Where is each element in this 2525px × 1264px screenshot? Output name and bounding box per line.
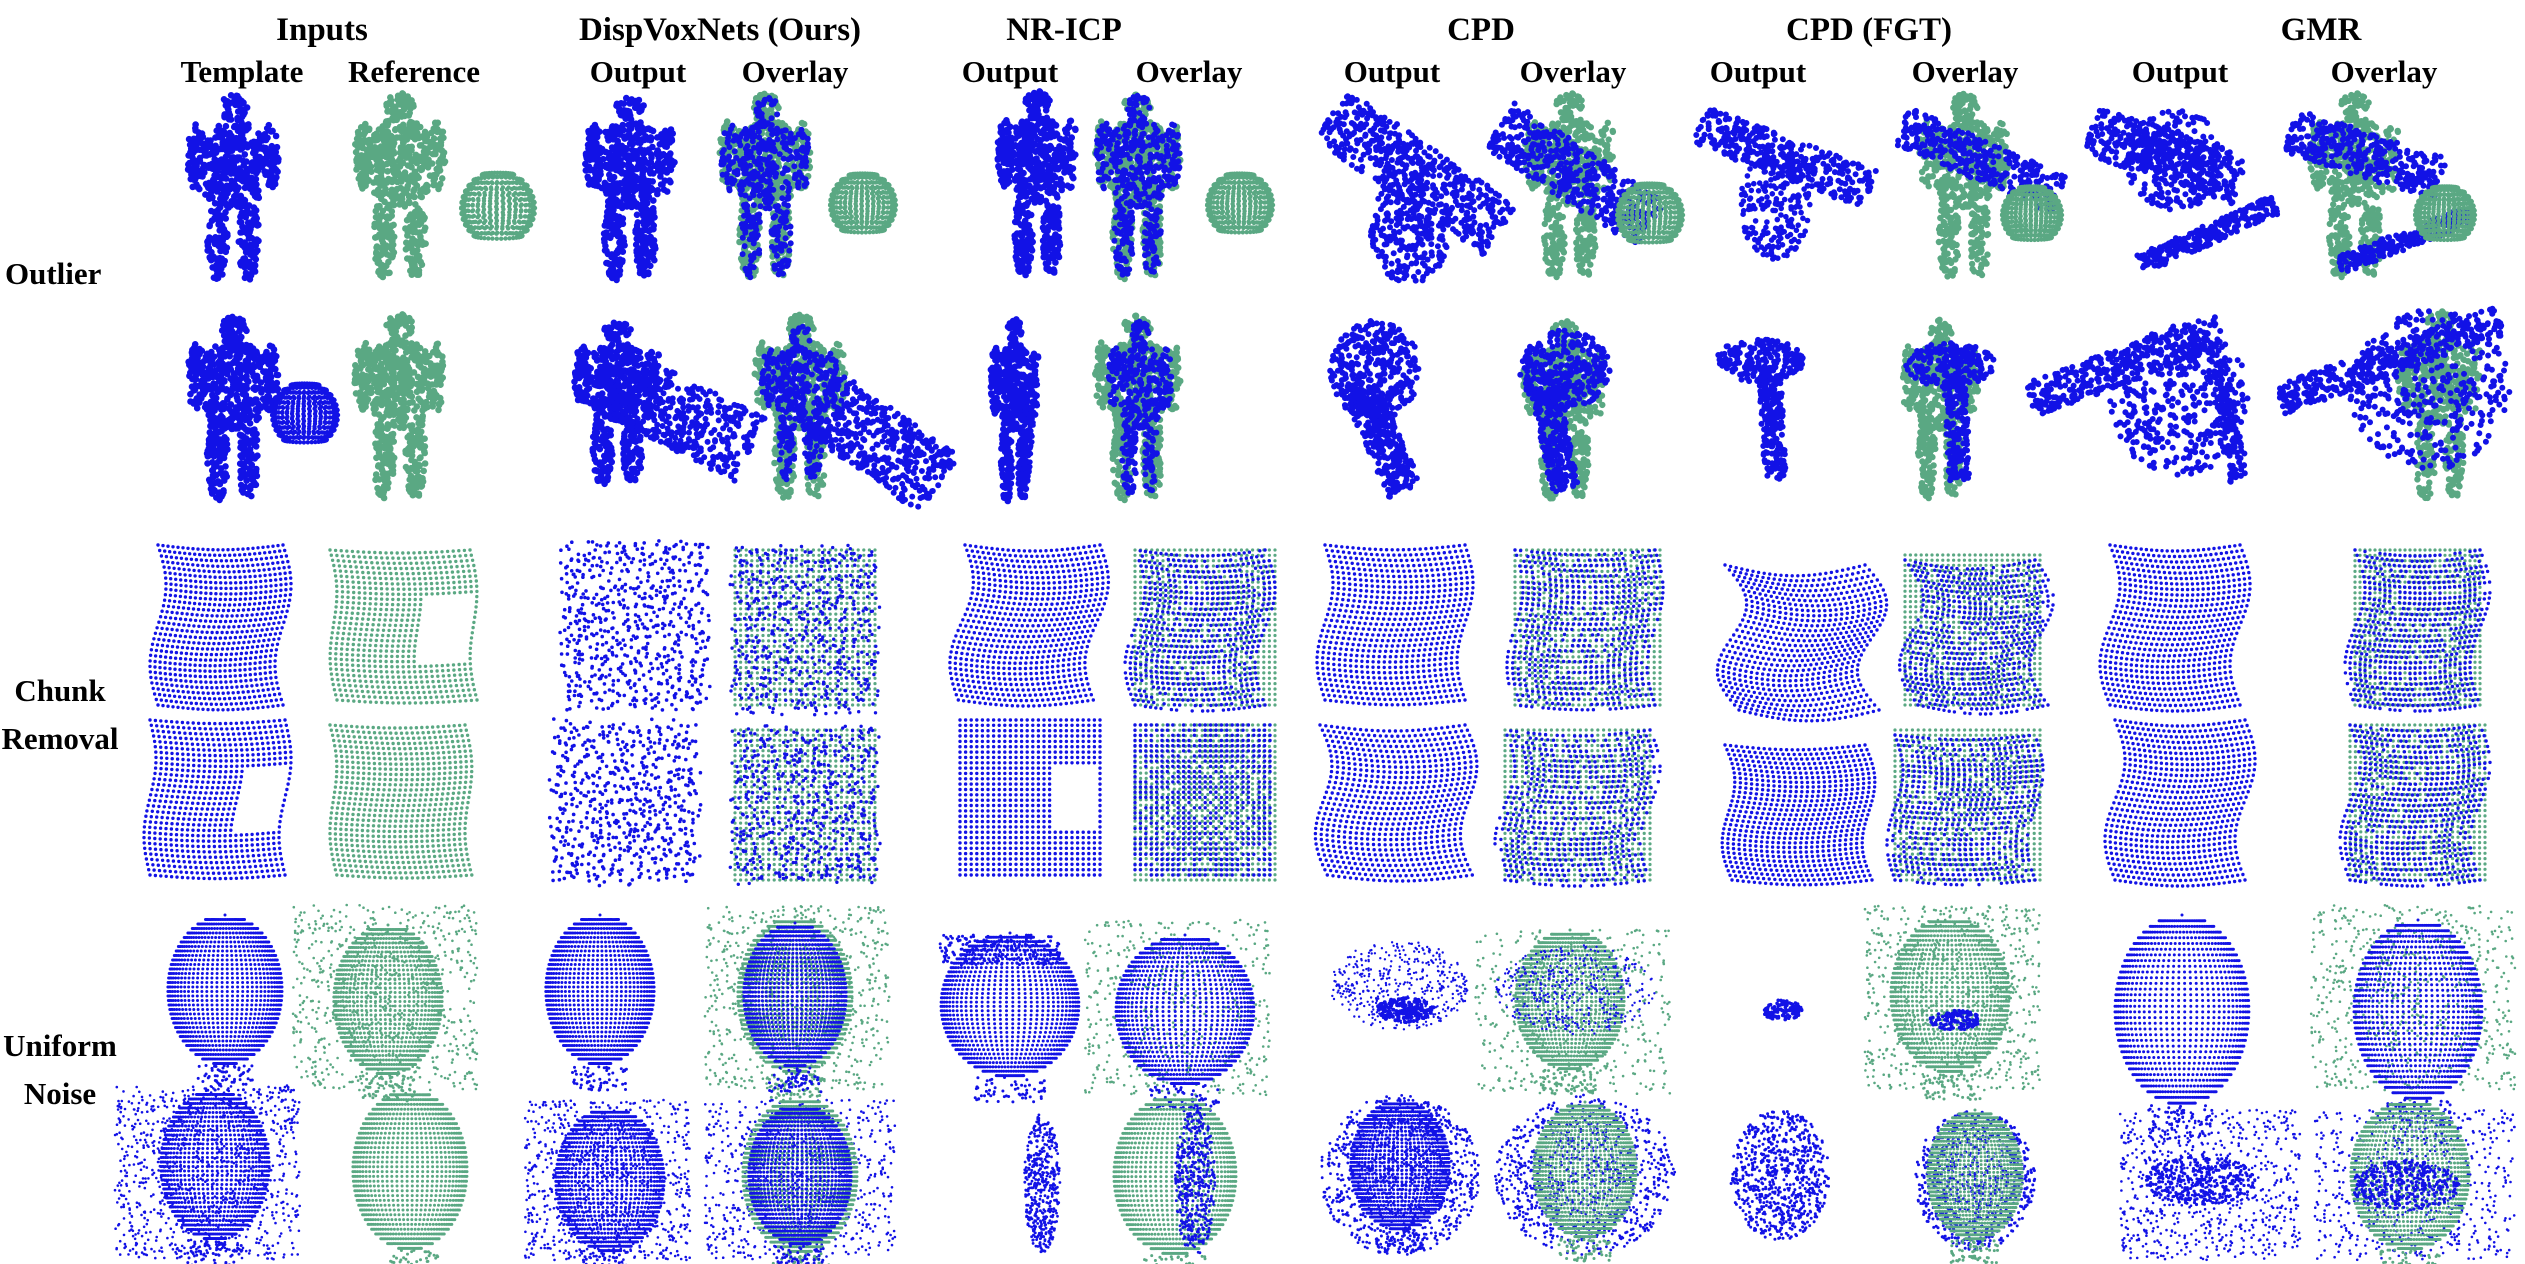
panel-outlier1-dispvox-overlay (716, 90, 899, 281)
panel-outlier1-gmr-output (2084, 107, 2281, 271)
panel-chunk2-cpd-overlay (1493, 728, 1662, 888)
group-header-inputs: Inputs (276, 12, 368, 48)
panel-chunk2-gmr-output (2103, 718, 2257, 888)
panel-chunk1-template (148, 543, 293, 712)
row-label-outlier: Outlier (5, 256, 102, 291)
panel-noise1-reference (291, 903, 479, 1103)
panel-chunk2-template (142, 718, 293, 881)
panel-noise2-template (113, 1084, 302, 1264)
panel-noise1-dispvox-overlay (703, 905, 891, 1102)
panel-noise2-dispvox-output (523, 1098, 692, 1264)
panel-chunk1-gmr-overlay (2343, 548, 2492, 713)
panel-noise2-nricp-output (1023, 1113, 1062, 1254)
panel-outlier1-cpd-output (1318, 93, 1516, 284)
subheader-reference: Reference (348, 54, 480, 89)
panel-noise1-gmr-overlay (2309, 904, 2517, 1133)
panel-chunk1-cpdfgt-output (1715, 563, 1889, 723)
panel-outlier1-nricp-overlay (1092, 91, 1276, 283)
panel-outlier2-cpdfgt-output (1715, 336, 1806, 482)
panel-outlier2-dispvox-output (571, 319, 768, 488)
panel-chunk1-dispvox-overlay (728, 543, 882, 717)
panel-noise1-cpdfgt-output (1762, 998, 1804, 1022)
panel-chunk1-cpd-output (1315, 543, 1475, 707)
group-header-cpd: CPD (1447, 12, 1515, 48)
row-label-uniform: Uniform (3, 1028, 117, 1063)
panel-outlier1-cpdfgt-output (1693, 107, 1879, 262)
panel-noise1-nricp-output (938, 931, 1081, 1104)
panel-noise1-template (166, 913, 284, 1092)
panel-noise2-reference (351, 1088, 469, 1264)
subheader-cpd-fgt-output: Output (1709, 54, 1807, 89)
subheader-cpd-output: Output (1343, 54, 1441, 89)
subheader-gmr-overlay: Overlay (2330, 54, 2438, 89)
group-header-cpd-fgt: CPD (FGT) (1786, 12, 1952, 48)
panel-outlier1-cpd-overlay (1486, 90, 1686, 281)
panel-chunk2-gmr-overlay (2338, 723, 2492, 888)
panel-chunk1-reference (328, 548, 479, 705)
panel-noise1-gmr-output (2113, 913, 2251, 1140)
row-label-removal: Removal (1, 721, 119, 756)
panel-outlier2-gmr-output (2025, 314, 2251, 485)
panel-outlier2-nricp-overlay (1092, 312, 1184, 504)
subheader-gmr-output: Output (2131, 54, 2229, 89)
panel-chunk2-dispvox-output (547, 717, 703, 888)
panel-chunk2-cpdfgt-overlay (1885, 728, 2045, 887)
subheader-cpd-overlay: Overlay (1519, 54, 1627, 89)
panel-noise1-nricp-overlay (1083, 918, 1271, 1113)
panel-chunk1-nricp-output (948, 543, 1111, 708)
panel-chunk1-dispvox-output (558, 539, 712, 712)
panel-noise2-cpd-overlay (1494, 1093, 1677, 1263)
panel-noise2-gmr-overlay (2313, 1098, 2516, 1264)
panel-outlier1-template (184, 92, 282, 283)
panel-noise1-cpd-overlay (1474, 928, 1672, 1096)
group-header-dispvoxnets: DispVoxNets (Ours) (578, 12, 862, 48)
subheader-nr-icp-overlay: Overlay (1135, 54, 1243, 89)
group-header-gmr: GMR (2280, 12, 2362, 48)
panel-noise1-cpd-output (1331, 941, 1469, 1031)
panel-noise1-cpdfgt-overlay (1863, 904, 2041, 1101)
panel-noise2-dispvox-overlay (703, 1095, 897, 1264)
panel-chunk1-gmr-output (2098, 543, 2252, 713)
panel-chunk2-cpd-output (1313, 723, 1479, 883)
panel-chunk2-nricp-output (958, 718, 1102, 877)
panel-outlier2-reference (351, 311, 447, 502)
panel-outlier2-gmr-overlay (2276, 305, 2513, 502)
panel-chunk1-cpd-overlay (1505, 548, 1665, 712)
panel-chunk2-reference (328, 723, 474, 880)
panel-outlier1-reference (352, 90, 538, 281)
panel-outlier2-cpd-overlay (1517, 318, 1613, 502)
panel-outlier1-gmr-overlay (2283, 90, 2478, 281)
group-header-nr-icp: NR-ICP (1006, 12, 1122, 48)
panel-noise2-gmr-output (2118, 1108, 2302, 1262)
panel-chunk1-cpdfgt-overlay (1897, 553, 2055, 716)
panel-noise2-cpdfgt-output (1729, 1110, 1831, 1241)
row-label-chunk: Chunk (14, 673, 106, 708)
subheader-cpd-fgt-overlay: Overlay (1911, 54, 2019, 89)
subheader-nr-icp-output: Output (961, 54, 1059, 89)
panel-outlier1-dispvox-output (582, 94, 678, 284)
subheader-template: Template (180, 54, 304, 89)
panel-outlier1-cpdfgt-overlay (1894, 90, 2068, 280)
panel-chunk1-nricp-overlay (1123, 548, 1277, 713)
subheader-dispvoxnets-overlay: Overlay (741, 54, 849, 89)
panel-outlier2-nricp-output (987, 316, 1042, 505)
panel-outlier1-nricp-output (994, 88, 1079, 279)
panel-noise2-nricp-overlay (1112, 1093, 1238, 1264)
panel-chunk2-dispvox-overlay (728, 724, 882, 886)
panel-outlier2-cpdfgt-overlay (1899, 316, 1997, 502)
panel-noise1-dispvox-output (544, 913, 656, 1092)
panel-chunk2-cpdfgt-output (1720, 743, 1877, 887)
panel-noise2-cpd-output (1320, 1094, 1480, 1256)
panel-outlier2-dispvox-overlay (751, 311, 957, 510)
panel-outlier2-cpd-output (1327, 318, 1422, 500)
subheader-dispvoxnets-output: Output (589, 54, 687, 89)
panel-noise2-cpdfgt-overlay (1914, 1108, 2037, 1264)
panel-chunk2-nricp-overlay (1133, 723, 1277, 882)
panel-outlier2-template (185, 313, 341, 504)
row-label-noise: Noise (23, 1076, 97, 1111)
